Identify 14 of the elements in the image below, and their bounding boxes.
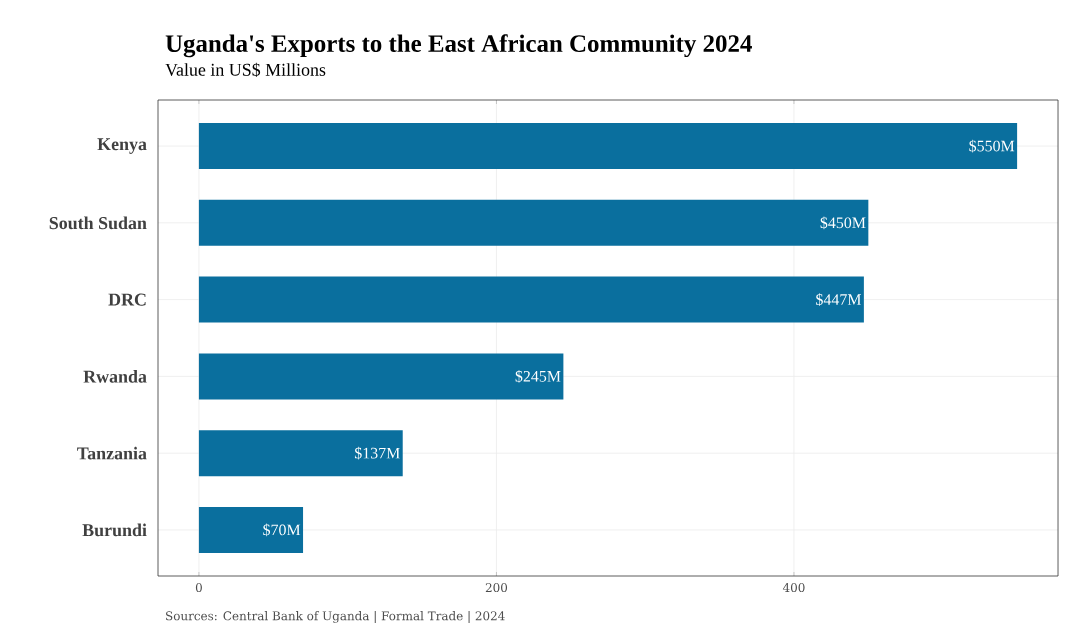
chart-subtitle: Value in US$ Millions <box>165 62 326 78</box>
y-tick-label: Kenya <box>97 138 147 154</box>
y-tick-label: Burundi <box>82 523 147 537</box>
y-tick-label: Rwanda <box>83 370 147 383</box>
bar <box>198 123 1018 170</box>
chart-title: Uganda's Exports to the East African Community 2024 <box>165 34 752 58</box>
y-tick-label: Tanzania <box>77 446 147 460</box>
bar <box>198 353 564 400</box>
bar <box>198 199 869 246</box>
bar <box>198 276 864 323</box>
bar <box>198 506 304 553</box>
y-tick-label: DRC <box>108 293 146 306</box>
y-tick-label: South Sudan <box>49 216 147 230</box>
bar <box>198 430 403 477</box>
